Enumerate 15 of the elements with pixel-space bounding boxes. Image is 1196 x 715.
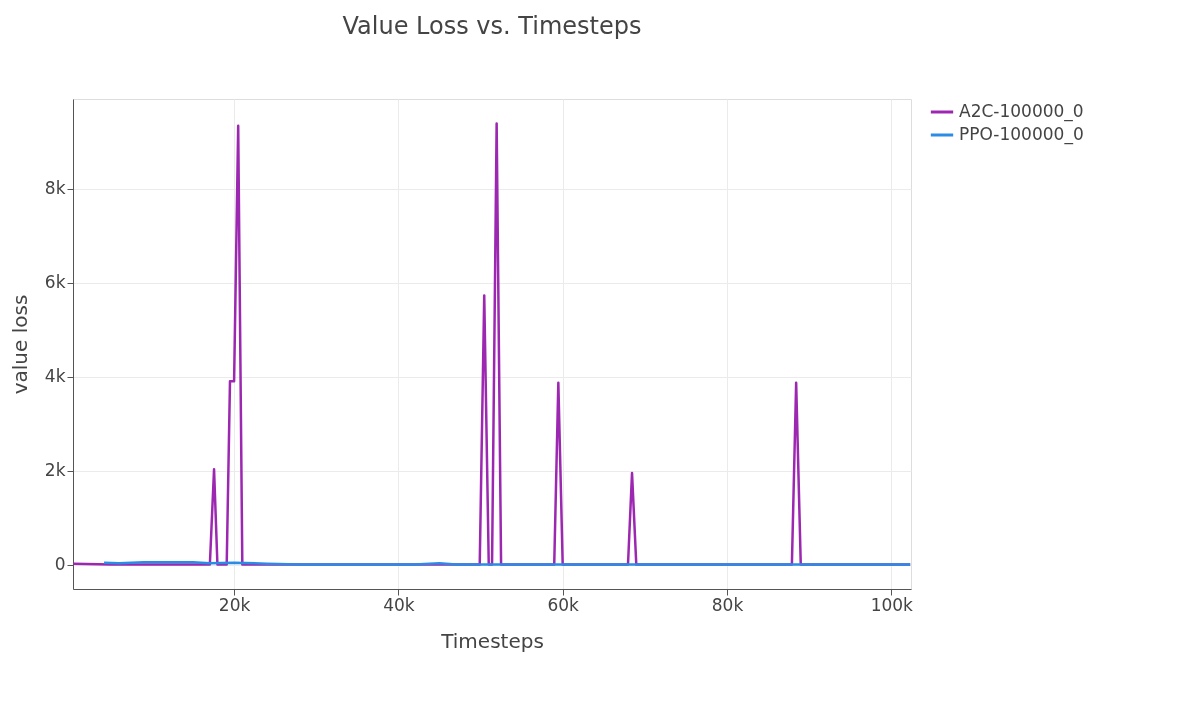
y-axis-title: value loss [7, 294, 32, 395]
legend-label: A2C-100000_0 [959, 101, 1084, 122]
x-tick-label: 40k [383, 594, 415, 615]
y-tick-label: 0 [54, 554, 66, 575]
y-tick-label: 8k [44, 178, 66, 199]
y-tick-label: 2k [44, 460, 66, 481]
x-tick-label: 80k [711, 594, 744, 615]
y-tick-label: 6k [44, 272, 66, 293]
x-tick-label: 100k [870, 594, 914, 615]
x-tick-label: 60k [547, 594, 580, 615]
x-axis-title: Timesteps [440, 628, 544, 653]
y-tick-label: 4k [44, 366, 66, 387]
chart-title: Value Loss vs. Timesteps [342, 12, 642, 40]
x-tick-label: 20k [218, 594, 251, 615]
legend-label: PPO-100000_0 [959, 124, 1084, 145]
